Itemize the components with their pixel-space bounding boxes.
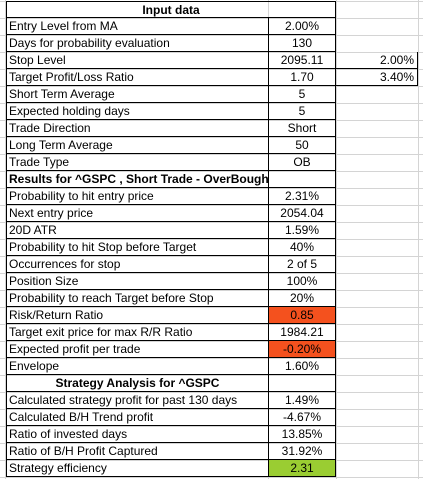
gridline-horizontal bbox=[0, 120, 423, 121]
row-label[interactable]: Envelope bbox=[6, 358, 269, 375]
row-label[interactable]: Calculated strategy profit for past 130 … bbox=[6, 392, 269, 409]
gridline-horizontal bbox=[0, 222, 423, 223]
gridline-horizontal bbox=[0, 477, 423, 478]
row-label[interactable]: Entry Level from MA bbox=[6, 18, 269, 35]
row-label[interactable]: Stop Level bbox=[6, 52, 269, 69]
gridline-horizontal bbox=[0, 290, 423, 291]
gridline-horizontal bbox=[0, 171, 423, 172]
row-value[interactable]: 5 bbox=[268, 103, 336, 120]
row-value[interactable]: 50 bbox=[268, 137, 336, 154]
gridline-horizontal bbox=[0, 358, 423, 359]
row-value[interactable]: 2.31% bbox=[268, 188, 336, 205]
row-label[interactable]: Target exit price for max R/R Ratio bbox=[6, 324, 269, 341]
row-label[interactable]: Expected holding days bbox=[6, 103, 269, 120]
strategy-section-title-value bbox=[268, 375, 336, 392]
gridline-horizontal bbox=[0, 239, 423, 240]
input-section-title: Input data bbox=[6, 1, 336, 18]
row-value[interactable]: 2.31 bbox=[268, 460, 336, 477]
row-value[interactable]: 1984.21 bbox=[268, 324, 336, 341]
row-label[interactable]: Trade Direction bbox=[6, 120, 269, 137]
row-label[interactable]: Expected profit per trade bbox=[6, 341, 269, 358]
gridline-horizontal bbox=[0, 52, 423, 53]
row-label[interactable]: Position Size bbox=[6, 273, 269, 290]
row-value[interactable]: 1.59% bbox=[268, 222, 336, 239]
row-value[interactable]: 13.85% bbox=[268, 426, 336, 443]
gridline-horizontal bbox=[0, 273, 423, 274]
row-label[interactable]: Strategy efficiency bbox=[6, 460, 269, 477]
row-value[interactable]: 2054.04 bbox=[268, 205, 336, 222]
gridline-horizontal bbox=[0, 154, 423, 155]
gridline-horizontal bbox=[0, 426, 423, 427]
row-value[interactable]: -4.67% bbox=[268, 409, 336, 426]
gridline-horizontal bbox=[0, 443, 423, 444]
row-value[interactable]: 1.60% bbox=[268, 358, 336, 375]
row-label[interactable]: Calculated B/H Trend profit bbox=[6, 409, 269, 426]
gridline-horizontal bbox=[0, 103, 423, 104]
row-value[interactable]: OB bbox=[268, 154, 336, 171]
row-label[interactable]: Target Profit/Loss Ratio bbox=[6, 69, 269, 86]
row-value[interactable]: 31.92% bbox=[268, 443, 336, 460]
row-value[interactable]: 2.00% bbox=[268, 18, 336, 35]
row-label[interactable]: Ratio of invested days bbox=[6, 426, 269, 443]
row-value[interactable]: 40% bbox=[268, 239, 336, 256]
row-label[interactable]: Probability to hit Stop before Target bbox=[6, 239, 269, 256]
strategy-section-title: Strategy Analysis for ^GSPC bbox=[6, 375, 269, 392]
row-label[interactable]: Next entry price bbox=[6, 205, 269, 222]
gridline-horizontal bbox=[0, 256, 423, 257]
row-value[interactable]: Short bbox=[268, 120, 336, 137]
gridline-horizontal bbox=[0, 409, 423, 410]
row-value[interactable]: 0.85 bbox=[268, 307, 336, 324]
row-extra-value[interactable]: 3.40% bbox=[336, 69, 418, 86]
row-value[interactable]: 1.49% bbox=[268, 392, 336, 409]
gridline-horizontal bbox=[0, 375, 423, 376]
results-section-title: Results for ^GSPC , Short Trade - OverBo… bbox=[6, 171, 269, 188]
row-value[interactable]: 2095.11 bbox=[268, 52, 336, 69]
row-label[interactable]: Short Term Average bbox=[6, 86, 269, 103]
gridline-horizontal bbox=[0, 205, 423, 206]
gridline-horizontal bbox=[0, 35, 423, 36]
gridline-horizontal bbox=[0, 86, 423, 87]
row-value[interactable]: 20% bbox=[268, 290, 336, 307]
row-label[interactable]: Ratio of B/H Profit Captured bbox=[6, 443, 269, 460]
row-extra-value[interactable]: 2.00% bbox=[336, 52, 418, 69]
gridline-horizontal bbox=[0, 392, 423, 393]
row-label[interactable]: Trade Type bbox=[6, 154, 269, 171]
row-label[interactable]: Occurrences for stop bbox=[6, 256, 269, 273]
gridline-horizontal bbox=[0, 307, 423, 308]
row-label[interactable]: Long Term Average bbox=[6, 137, 269, 154]
row-value[interactable]: 1.70 bbox=[268, 69, 336, 86]
row-label[interactable]: Probability to reach Target before Stop bbox=[6, 290, 269, 307]
gridline-horizontal bbox=[0, 460, 423, 461]
gridline-horizontal bbox=[0, 137, 423, 138]
gridline-horizontal bbox=[0, 324, 423, 325]
row-value[interactable]: -0.20% bbox=[268, 341, 336, 358]
row-label[interactable]: Risk/Return Ratio bbox=[6, 307, 269, 324]
row-label[interactable]: Days for probability evaluation bbox=[6, 35, 269, 52]
row-label[interactable]: Probability to hit entry price bbox=[6, 188, 269, 205]
results-section-title-value bbox=[268, 171, 336, 188]
row-value[interactable]: 2 of 5 bbox=[268, 256, 336, 273]
gridline-horizontal bbox=[0, 341, 423, 342]
row-value[interactable]: 100% bbox=[268, 273, 336, 290]
gridline-horizontal bbox=[0, 69, 423, 70]
row-label[interactable]: 20D ATR bbox=[6, 222, 269, 239]
row-value[interactable]: 5 bbox=[268, 86, 336, 103]
row-value[interactable]: 130 bbox=[268, 35, 336, 52]
gridline-horizontal bbox=[0, 18, 423, 19]
gridline-horizontal bbox=[0, 188, 423, 189]
